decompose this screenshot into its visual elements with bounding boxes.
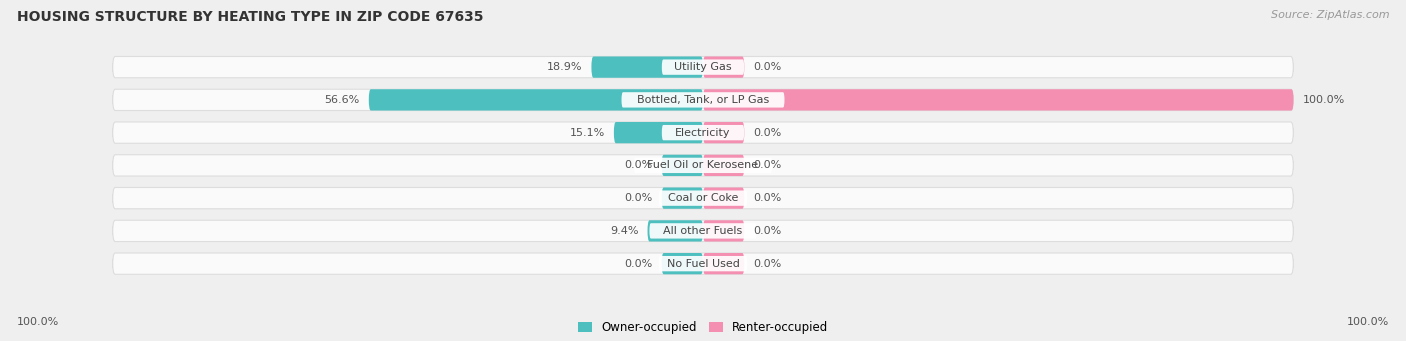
FancyBboxPatch shape — [703, 57, 744, 78]
Text: 0.0%: 0.0% — [754, 128, 782, 138]
FancyBboxPatch shape — [112, 57, 1294, 78]
Text: 0.0%: 0.0% — [754, 226, 782, 236]
Text: No Fuel Used: No Fuel Used — [666, 258, 740, 269]
Text: 0.0%: 0.0% — [624, 160, 652, 170]
FancyBboxPatch shape — [112, 155, 1294, 176]
Text: 0.0%: 0.0% — [754, 258, 782, 269]
Legend: Owner-occupied, Renter-occupied: Owner-occupied, Renter-occupied — [572, 316, 834, 339]
FancyBboxPatch shape — [592, 57, 703, 78]
Text: 0.0%: 0.0% — [754, 160, 782, 170]
FancyBboxPatch shape — [662, 125, 744, 140]
Text: 0.0%: 0.0% — [754, 62, 782, 72]
FancyBboxPatch shape — [703, 188, 744, 209]
Text: All other Fuels: All other Fuels — [664, 226, 742, 236]
FancyBboxPatch shape — [112, 220, 1294, 241]
Text: 56.6%: 56.6% — [325, 95, 360, 105]
FancyBboxPatch shape — [648, 220, 703, 241]
FancyBboxPatch shape — [112, 188, 1294, 209]
FancyBboxPatch shape — [662, 59, 744, 75]
FancyBboxPatch shape — [703, 89, 1294, 110]
Text: Electricity: Electricity — [675, 128, 731, 138]
Text: 15.1%: 15.1% — [569, 128, 605, 138]
FancyBboxPatch shape — [703, 122, 744, 143]
Text: 100.0%: 100.0% — [1302, 95, 1344, 105]
Text: 0.0%: 0.0% — [624, 193, 652, 203]
Text: 0.0%: 0.0% — [754, 193, 782, 203]
Text: 9.4%: 9.4% — [610, 226, 638, 236]
Text: 100.0%: 100.0% — [1347, 317, 1389, 327]
FancyBboxPatch shape — [703, 220, 744, 241]
Text: Coal or Coke: Coal or Coke — [668, 193, 738, 203]
FancyBboxPatch shape — [634, 158, 772, 173]
Text: 0.0%: 0.0% — [624, 258, 652, 269]
FancyBboxPatch shape — [368, 89, 703, 110]
FancyBboxPatch shape — [662, 253, 703, 274]
FancyBboxPatch shape — [621, 92, 785, 107]
Text: Utility Gas: Utility Gas — [675, 62, 731, 72]
Text: Source: ZipAtlas.com: Source: ZipAtlas.com — [1271, 10, 1389, 20]
Text: Bottled, Tank, or LP Gas: Bottled, Tank, or LP Gas — [637, 95, 769, 105]
Text: Fuel Oil or Kerosene: Fuel Oil or Kerosene — [647, 160, 759, 170]
FancyBboxPatch shape — [650, 223, 756, 239]
FancyBboxPatch shape — [658, 256, 748, 271]
FancyBboxPatch shape — [662, 155, 703, 176]
FancyBboxPatch shape — [112, 253, 1294, 274]
FancyBboxPatch shape — [703, 155, 744, 176]
FancyBboxPatch shape — [614, 122, 703, 143]
FancyBboxPatch shape — [703, 253, 744, 274]
FancyBboxPatch shape — [662, 188, 703, 209]
Text: HOUSING STRUCTURE BY HEATING TYPE IN ZIP CODE 67635: HOUSING STRUCTURE BY HEATING TYPE IN ZIP… — [17, 10, 484, 24]
Text: 100.0%: 100.0% — [17, 317, 59, 327]
FancyBboxPatch shape — [112, 122, 1294, 143]
FancyBboxPatch shape — [112, 89, 1294, 110]
Text: 18.9%: 18.9% — [547, 62, 582, 72]
FancyBboxPatch shape — [658, 191, 748, 206]
